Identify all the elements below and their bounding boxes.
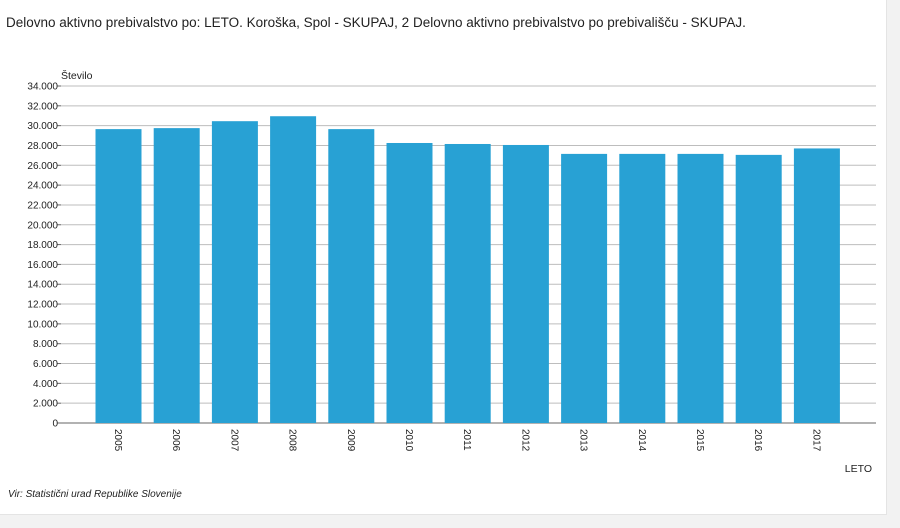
x-tick-label: 2006 [170, 429, 181, 452]
x-tick-label: 2008 [287, 429, 298, 452]
x-tick-label: 2012 [519, 429, 530, 452]
x-tick-label: 2007 [228, 429, 239, 452]
bar-2005[interactable] [95, 129, 142, 423]
x-tick-label: 2015 [694, 429, 705, 452]
bar-2006[interactable] [153, 128, 200, 423]
bar-2015[interactable] [677, 153, 724, 424]
y-tick-label: 0 [52, 419, 58, 430]
y-tick-label: 18.000 [27, 240, 58, 251]
y-tick-label: 16.000 [27, 260, 58, 271]
y-tick-label: 20.000 [27, 220, 58, 231]
bar-2009[interactable] [328, 129, 375, 423]
y-tick-label: 2.000 [33, 399, 58, 410]
y-tick-label: 14.000 [27, 280, 58, 291]
bar-2013[interactable] [561, 153, 608, 424]
bar-2011[interactable] [444, 143, 491, 423]
y-axis-ticks: 0 2.000 4.000 6.000 8.000 10.000 12.000 14.000 1… [27, 82, 61, 430]
bar-2017[interactable] [793, 148, 840, 423]
bar-2016[interactable] [735, 154, 782, 423]
bar-2014[interactable] [619, 153, 666, 424]
bar-chart: 0 2.000 4.000 6.000 8.000 10.000 12.000 14.000 1… [27, 69, 876, 475]
y-tick-label: 26.000 [27, 161, 58, 172]
x-axis-ticks: 2005 2006 2007 2008 2009 2010 2011 2012 2013 2014… [112, 429, 821, 452]
chart-panel: Delovno aktivno prebivalstvo po: LETO. K… [0, 0, 887, 515]
y-tick-label: 12.000 [27, 300, 58, 311]
x-tick-label: 2005 [112, 429, 123, 452]
y-tick-label: 34.000 [27, 82, 58, 93]
y-tick-label: 24.000 [27, 181, 58, 192]
y-tick-label: 32.000 [27, 101, 58, 112]
y-tick-label: 4.000 [33, 379, 58, 390]
bar-2007[interactable] [211, 121, 258, 423]
y-tick-label: 6.000 [33, 359, 58, 370]
x-tick-label: 2009 [345, 429, 356, 452]
x-axis-label: LETO [845, 463, 872, 475]
bar-2010[interactable] [386, 142, 433, 423]
bars [95, 116, 840, 424]
y-tick-label: 10.000 [27, 319, 58, 330]
x-tick-label: 2010 [403, 429, 414, 452]
y-tick-label: 30.000 [27, 121, 58, 132]
bar-2008[interactable] [270, 116, 317, 423]
x-tick-label: 2017 [810, 429, 821, 452]
x-tick-label: 2014 [636, 429, 647, 452]
chart-title: Delovno aktivno prebivalstvo po: LETO. K… [6, 15, 746, 30]
bar-2012[interactable] [502, 144, 549, 423]
x-tick-label: 2013 [578, 429, 589, 452]
x-tick-label: 2016 [752, 429, 763, 452]
y-tick-label: 22.000 [27, 200, 58, 211]
y-tick-label: 8.000 [33, 339, 58, 350]
y-tick-label: 28.000 [27, 141, 58, 152]
x-tick-label: 2011 [461, 429, 472, 451]
y-axis-label: Število [61, 69, 93, 82]
source-note: Vir: Statistični urad Republike Slovenij… [8, 489, 182, 500]
